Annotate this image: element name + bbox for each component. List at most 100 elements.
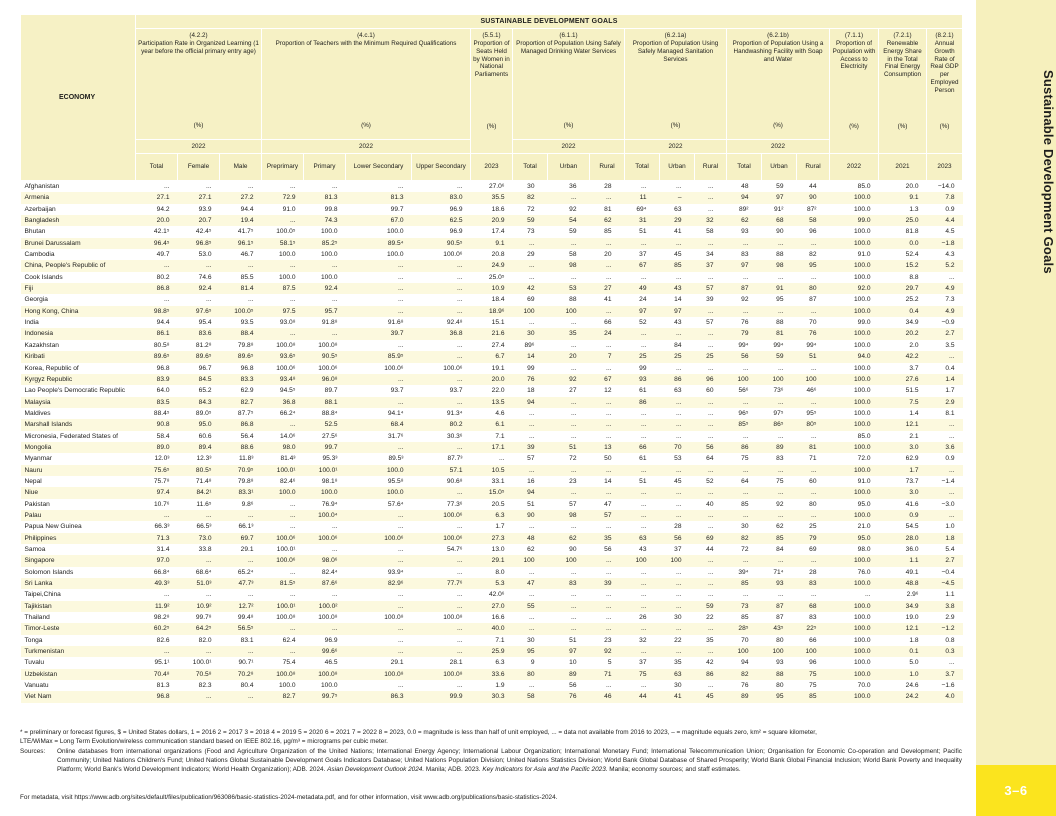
data-cell: 30.3⁶ xyxy=(411,430,471,442)
economy-name: Kazakhstan xyxy=(20,339,136,352)
data-cell: ... xyxy=(219,555,262,567)
data-cell: ... xyxy=(694,521,727,533)
data-cell: 1.4 xyxy=(926,373,963,386)
data-cell: ... xyxy=(659,600,695,613)
data-cell: 87.6⁶ xyxy=(303,578,346,590)
data-cell: 27 xyxy=(547,385,590,397)
data-cell: 88 xyxy=(761,317,797,329)
data-cell: 90.5⁵ xyxy=(411,237,471,250)
sources-label: Sources: xyxy=(20,747,46,755)
data-cell: 100.0 xyxy=(303,226,346,238)
data-cell: 34.9 xyxy=(878,600,927,613)
data-cell: 93.7 xyxy=(411,385,471,397)
data-cell: 82.4⁶ xyxy=(261,475,304,488)
data-cell: 83 xyxy=(547,578,590,590)
data-cell: 83.6 xyxy=(177,328,220,340)
data-cell: 3.5 xyxy=(926,339,963,352)
data-cell: ... xyxy=(659,180,695,193)
data-cell: 88.4 xyxy=(219,328,262,340)
data-cell: 100.0 xyxy=(829,600,879,613)
data-cell: ... xyxy=(411,680,471,692)
data-cell: ... xyxy=(177,260,220,272)
data-cell: 44 xyxy=(624,691,660,703)
table-row: Maldives 88.4⁵ 89.0⁵ 87.7⁵ 66.2⁴ 88.8⁴ 94.1⁴ 91… xyxy=(20,407,963,420)
data-cell: 89⁶ xyxy=(512,339,548,352)
data-cell: 39 xyxy=(694,294,727,306)
economy-name: Niue xyxy=(20,487,136,499)
data-cell: 93 xyxy=(726,226,762,238)
data-cell: ... xyxy=(261,180,304,193)
data-cell: 82 xyxy=(512,192,548,204)
data-cell: 82.7 xyxy=(219,396,262,408)
data-cell: 95 xyxy=(796,260,830,272)
data-cell: 34 xyxy=(694,249,727,261)
data-cell: ... xyxy=(261,623,304,635)
economy-name: Turkmenistan xyxy=(20,646,136,658)
data-cell: ... xyxy=(345,680,412,692)
data-cell: 92 xyxy=(547,203,590,216)
data-cell: ... xyxy=(135,294,178,306)
data-cell: 56.5⁵ xyxy=(219,623,262,635)
data-cell: 100.0¹ xyxy=(261,600,304,613)
data-cell: 20.2 xyxy=(878,328,927,340)
data-cell: ... xyxy=(694,305,727,318)
data-cell: 23 xyxy=(589,634,625,647)
data-cell: ... xyxy=(589,521,625,533)
economy-name: Nauru xyxy=(20,464,136,476)
data-cell: 9.8⁶ xyxy=(219,498,262,510)
data-cell: ... xyxy=(135,260,178,272)
data-cell: ... xyxy=(589,623,625,635)
data-cell: 94.2 xyxy=(135,203,178,216)
data-cell: 51 xyxy=(624,475,660,488)
data-cell: 62.9 xyxy=(219,385,262,397)
data-cell: ... xyxy=(547,192,590,204)
data-cell: ... xyxy=(177,294,220,306)
data-cell: ... xyxy=(761,430,797,442)
data-cell: ... xyxy=(547,237,590,250)
col-handwashing-urban: Urban xyxy=(761,153,797,181)
data-cell: ... xyxy=(694,589,727,601)
data-cell: 83.3 xyxy=(219,373,262,386)
data-cell: ... xyxy=(303,180,346,193)
data-cell: 94.5⁵ xyxy=(261,385,304,397)
data-cell: ... xyxy=(624,680,660,692)
data-cell: 47 xyxy=(589,498,625,510)
data-cell: 100.0 xyxy=(829,226,879,238)
data-cell: 49.1 xyxy=(878,566,927,579)
data-cell: 95.1¹ xyxy=(135,657,178,669)
data-cell: 100.0⁶ xyxy=(411,532,471,544)
data-cell: 70.0 xyxy=(829,680,879,692)
data-cell: 58 xyxy=(796,215,830,227)
data-cell: ... xyxy=(411,589,471,601)
data-cell: 98.0⁶ xyxy=(303,555,346,567)
col-seats-2023: 2023 xyxy=(470,153,513,181)
data-cell: 97⁵ xyxy=(761,407,797,420)
data-cell: ... xyxy=(659,237,695,250)
data-cell: 27.5⁶ xyxy=(303,430,346,442)
data-cell: ... xyxy=(694,419,727,431)
sources-text: Online databases from international orga… xyxy=(57,747,962,773)
data-cell: 55 xyxy=(512,600,548,613)
data-cell: 62 xyxy=(589,215,625,227)
data-cell: 51 xyxy=(512,498,548,510)
data-cell: ... xyxy=(512,612,548,624)
data-cell: 0.8 xyxy=(926,634,963,647)
data-cell: 81.8 xyxy=(878,226,927,238)
data-cell: 66.3³ xyxy=(135,521,178,533)
data-cell: 27.6 xyxy=(878,373,927,386)
data-cell: ... xyxy=(589,339,625,352)
data-cell: 36.8 xyxy=(261,396,304,408)
data-cell: 100.0 xyxy=(829,441,879,454)
data-cell: 2.9 xyxy=(926,612,963,624)
table-row: Marshall Islands 90.8 95.0 86.8... 52.5 68.4 8… xyxy=(20,419,963,431)
data-cell: 49.7 xyxy=(135,249,178,261)
data-cell: 13.5 xyxy=(470,396,513,408)
data-cell: ... xyxy=(796,271,830,284)
data-cell: 4.6 xyxy=(470,407,513,420)
data-cell: 100.0⁸ xyxy=(411,612,471,624)
data-cell: 93 xyxy=(761,578,797,590)
data-cell: 70.4⁸ xyxy=(135,668,178,681)
data-cell: 99.0 xyxy=(829,215,879,227)
data-cell: ... xyxy=(303,623,346,635)
data-cell: 3.0 xyxy=(878,441,927,454)
